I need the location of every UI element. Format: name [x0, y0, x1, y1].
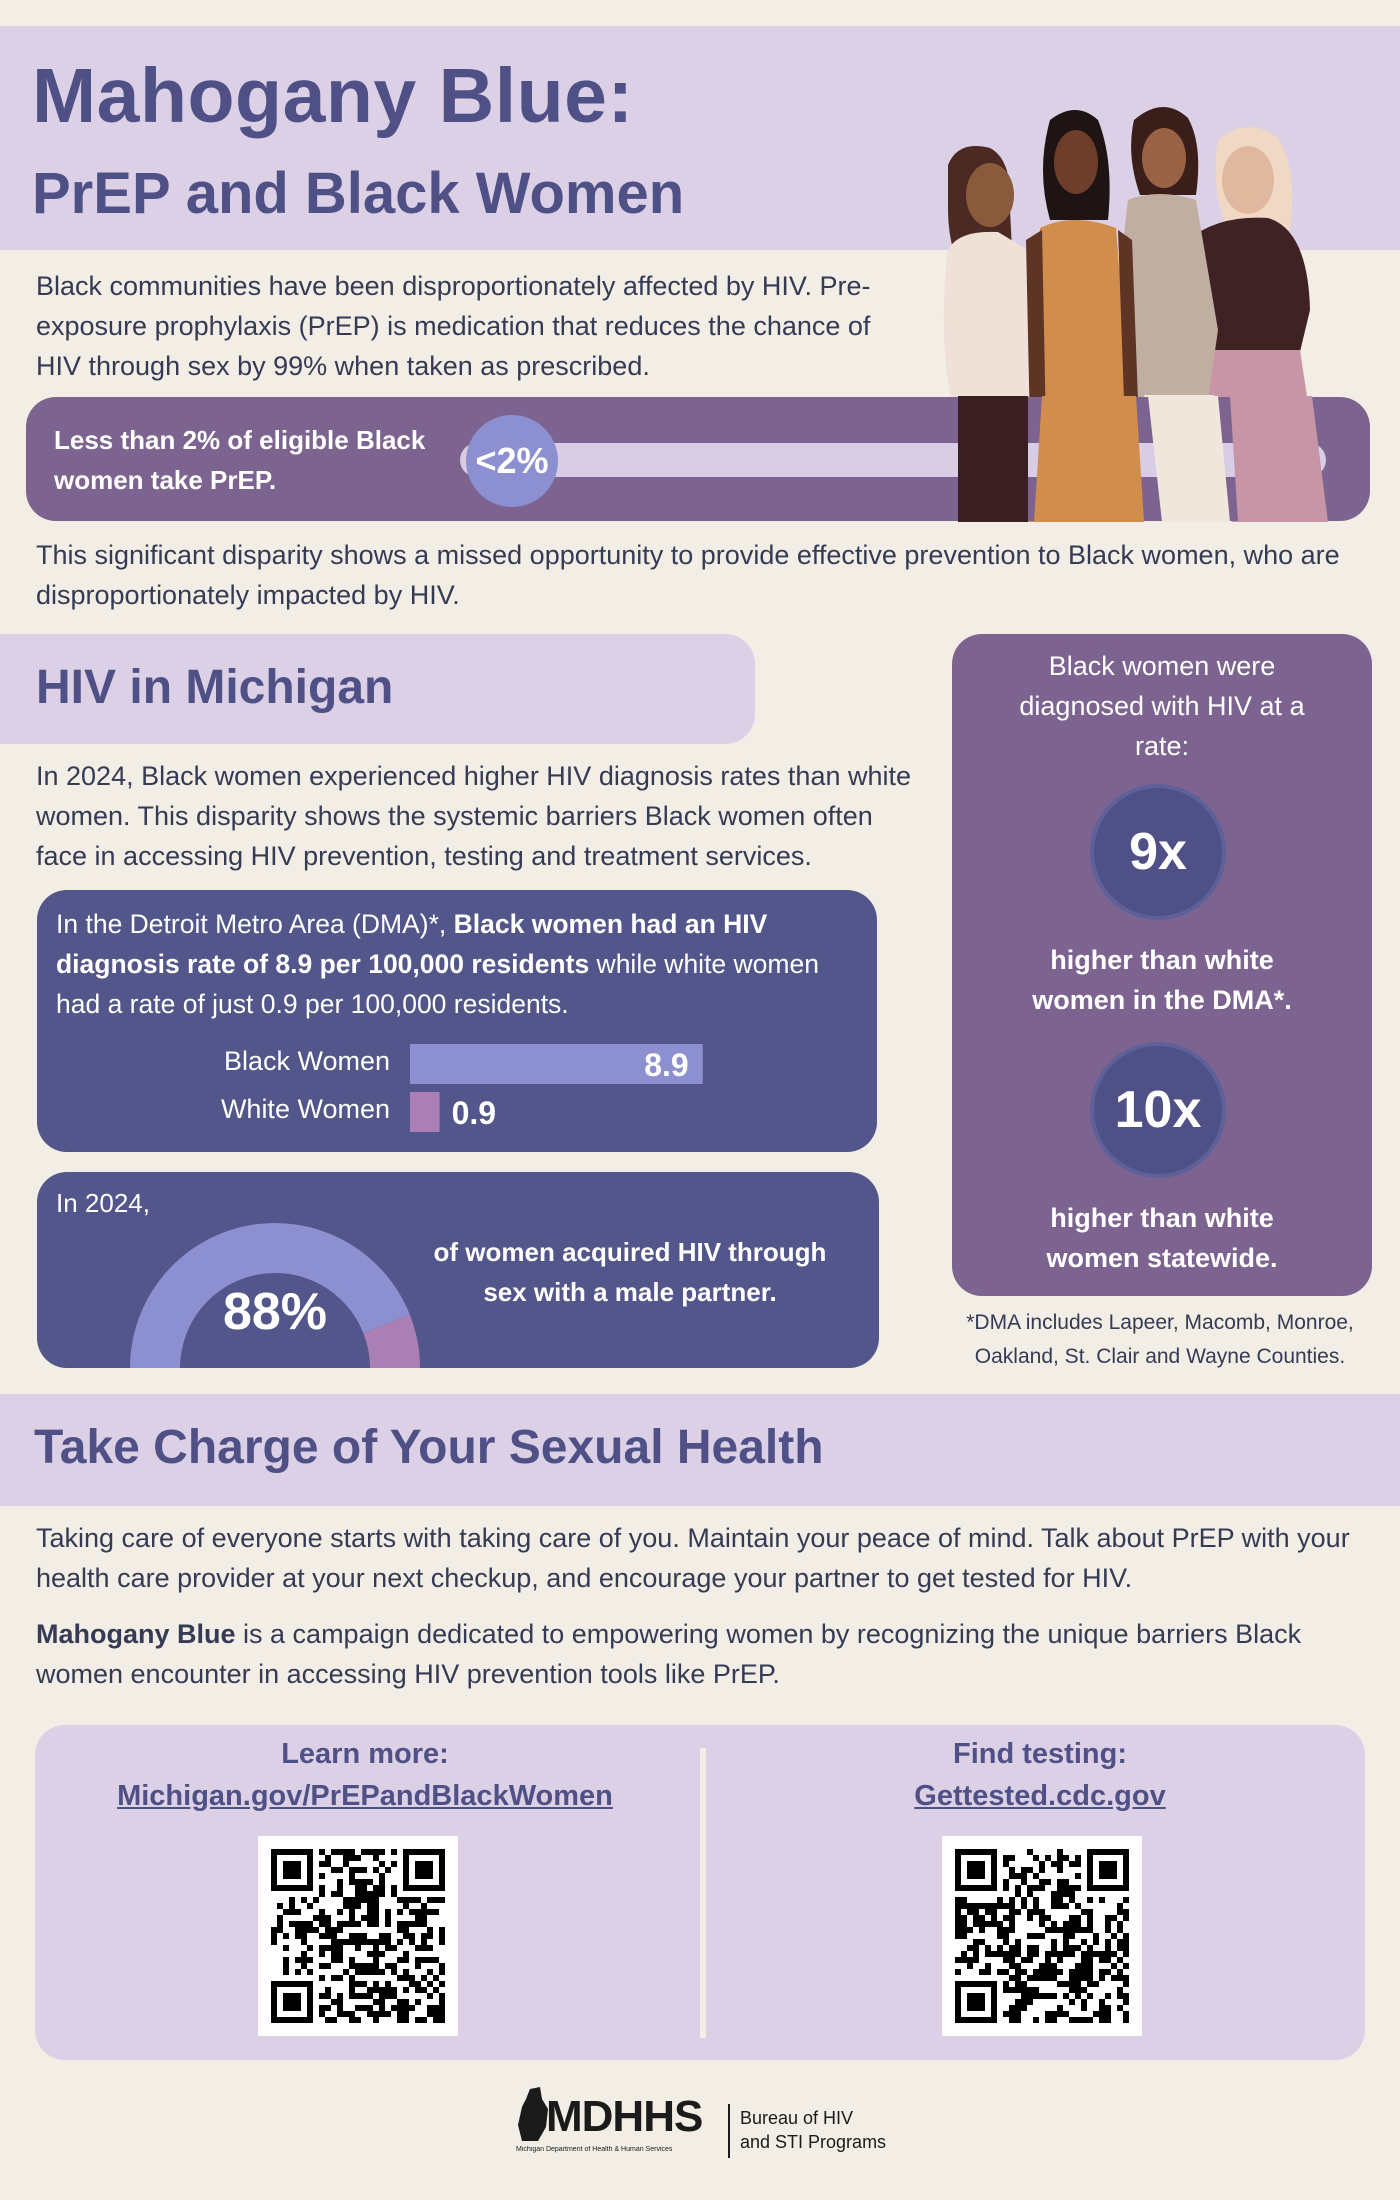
michigan-heading: HIV in Michigan	[36, 661, 394, 714]
sexual-health-band	[0, 1394, 1400, 1506]
stat-10x-text: higher than white women statewide.	[1046, 1203, 1278, 1273]
bureau-line-2: and STI Programs	[740, 2132, 887, 2152]
campaign-name: Mahogany Blue	[36, 1619, 236, 1649]
learn-more-heading: Learn more:	[281, 1738, 449, 1770]
campaign-paragraph: Mahogany Blue is a campaign dedicated to…	[36, 1614, 1366, 1694]
intro-paragraph: Black communities have been disproportio…	[36, 271, 871, 381]
prep-stat-text: Less than 2% of eligible Black women tak…	[54, 425, 426, 495]
find-testing-heading: Find testing:	[953, 1738, 1127, 1770]
page-subtitle: PrEP and Black Women	[32, 161, 685, 226]
stat-9x-circle: 9x	[1090, 784, 1226, 920]
dma-text-bold: Black women had an HIV diagnosis rate of…	[56, 909, 768, 979]
women-illustration-overlap	[958, 396, 1328, 522]
bar-black-women	[410, 1044, 703, 1084]
bar-value-label: 0.9	[452, 1095, 496, 1131]
dma-text-a: In the Detroit Metro Area (DMA)*,	[56, 909, 454, 939]
dma-rate-text: In the Detroit Metro Area (DMA)*, Black …	[56, 904, 846, 1024]
find-testing-link[interactable]: Gettested.cdc.gov	[914, 1780, 1166, 1812]
gauge-text: of women acquired HIV through sex with a…	[433, 1237, 827, 1307]
bar-category-label: Black Women	[224, 1046, 390, 1076]
prep-stat-bubble: <2%	[466, 415, 558, 507]
learn-more-qr-code[interactable]	[258, 1836, 458, 2036]
michigan-paragraph: In 2024, Black women experienced higher …	[36, 761, 912, 871]
gauge-segment-1	[363, 1314, 420, 1368]
gauge-prefix: In 2024,	[56, 1188, 150, 1218]
gauge-chart	[130, 1223, 420, 1368]
bar-value-label: 8.9	[644, 1047, 688, 1083]
footer-divider	[728, 2104, 730, 2158]
learn-more-link[interactable]: Michigan.gov/PrEPandBlackWomen	[117, 1780, 613, 1812]
dma-bar-chart: Black Women 8.9 White Women 0.9	[221, 1044, 703, 1132]
page-title: Mahogany Blue:	[32, 53, 634, 139]
campaign-description: is a campaign dedicated to empowering wo…	[36, 1619, 1302, 1689]
dma-footnote: *DMA includes Lapeer, Macomb, Monroe, Oa…	[966, 1311, 1354, 1368]
rate-side-panel	[952, 634, 1372, 1296]
bar-white-women	[410, 1092, 440, 1132]
bar-category-label: White Women	[221, 1094, 390, 1124]
disparity-paragraph: This significant disparity shows a misse…	[36, 540, 1340, 610]
sexual-health-paragraph: Taking care of everyone starts with taki…	[36, 1523, 1350, 1593]
bureau-line-1: Bureau of HIV	[740, 2108, 854, 2128]
mdhhs-logo-subtext: Michigan Department of Health & Human Se…	[516, 2146, 673, 2153]
find-testing-qr-code[interactable]	[942, 1836, 1142, 2036]
sexual-health-heading: Take Charge of Your Sexual Health	[34, 1421, 824, 1474]
stat-9x-text: higher than white women in the DMA*.	[1032, 945, 1292, 1015]
michigan-state-icon	[518, 2087, 548, 2141]
resources-divider	[700, 1748, 706, 2038]
mdhhs-logo-text: MDHHS	[546, 2092, 703, 2141]
michigan-heading-tab	[0, 634, 755, 744]
stat-10x-circle: 10x	[1090, 1042, 1226, 1178]
gauge-segment-0	[130, 1223, 410, 1368]
dma-text-b: while white women had a rate of just 0.9…	[56, 949, 819, 1019]
side-intro: Black women were diagnosed with HIV at a…	[1019, 651, 1305, 761]
gauge-value: 88%	[222, 1283, 328, 1341]
dma-rate-card	[37, 890, 877, 1152]
